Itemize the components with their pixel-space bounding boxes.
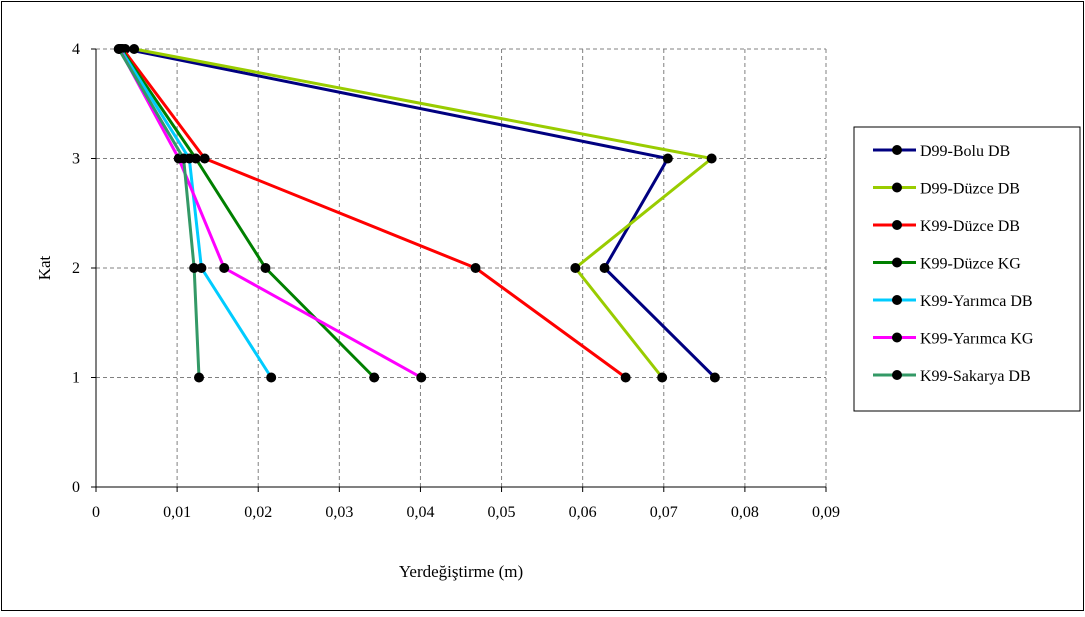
data-point (189, 263, 200, 273)
data-point (194, 372, 205, 383)
x-tick-label: 0,09 (812, 504, 840, 521)
series-group (113, 44, 205, 383)
series-line (118, 48, 422, 379)
data-point (662, 153, 673, 164)
legend-box (853, 126, 1081, 412)
data-point (196, 263, 207, 273)
x-tick-label: 0,01 (163, 504, 191, 521)
data-point (570, 263, 581, 273)
data-point (369, 372, 380, 383)
legend-swatch-marker (892, 332, 902, 343)
legend-label: K99-Düzce KG (920, 256, 1021, 273)
data-point (706, 153, 717, 164)
data-point (709, 372, 720, 383)
data-point (260, 263, 271, 273)
series-line (117, 48, 201, 378)
legend-label: D99-Bolu DB (920, 143, 1010, 160)
tick-labels: 0 0,01 0,02 0,03 0,04 0,05 0,06 0,07 0,08 0,09 0 1 2… (72, 41, 840, 521)
legend-label: K99-Düzce DB (920, 218, 1020, 235)
y-tick-label: 0 (72, 479, 80, 496)
data-point (620, 372, 631, 383)
data-point (113, 44, 124, 54)
y-tick-label: 1 (72, 370, 80, 387)
data-point (129, 44, 140, 54)
data-point (416, 372, 427, 383)
legend-swatch-marker (892, 370, 902, 380)
data-point (178, 153, 189, 164)
series-line (133, 47, 714, 379)
legend-swatch-marker (892, 220, 902, 230)
grid-lines (96, 48, 827, 487)
legend-label: D99-Düzce DB (920, 181, 1020, 198)
y-axis-label: Kat (35, 255, 54, 280)
x-tick-label: 0,03 (325, 504, 353, 521)
axes (91, 48, 827, 492)
legend-swatch-marker (892, 145, 902, 155)
data-point (657, 372, 668, 383)
legend-label: K99-Sakarya DB (920, 368, 1031, 385)
series-line (121, 48, 627, 379)
data-point (199, 153, 210, 164)
legend-label: K99-Yarımca DB (920, 293, 1033, 310)
x-tick-label: 0,02 (244, 504, 272, 521)
series-line (119, 48, 273, 379)
series-line (124, 47, 716, 379)
x-tick-label: 0 (92, 504, 100, 521)
x-tick-label: 0,06 (569, 504, 597, 521)
data-point (470, 263, 481, 273)
legend-label: K99-Yarımca KG (920, 331, 1034, 348)
y-tick-label: 3 (72, 151, 80, 168)
legend-swatch-marker (892, 295, 902, 305)
series-group (129, 44, 717, 383)
legend-swatch-marker (892, 182, 902, 193)
legend-swatch-marker (892, 257, 902, 268)
series-lines (113, 44, 720, 383)
x-tick-label: 0,08 (731, 504, 759, 521)
x-axis-label: Yerdeğiştirme (m) (399, 562, 523, 581)
x-tick-label: 0,05 (488, 504, 516, 521)
y-tick-label: 4 (72, 41, 80, 58)
data-point (219, 263, 230, 273)
data-point (599, 263, 610, 273)
y-tick-label: 2 (72, 260, 80, 277)
x-tick-label: 0,07 (650, 504, 678, 521)
data-point (266, 372, 277, 383)
legend: D99-Bolu DB D99-Düzce DB K99-Düzce DB K99-D… (853, 126, 1081, 412)
x-tick-label: 0,04 (406, 504, 434, 521)
